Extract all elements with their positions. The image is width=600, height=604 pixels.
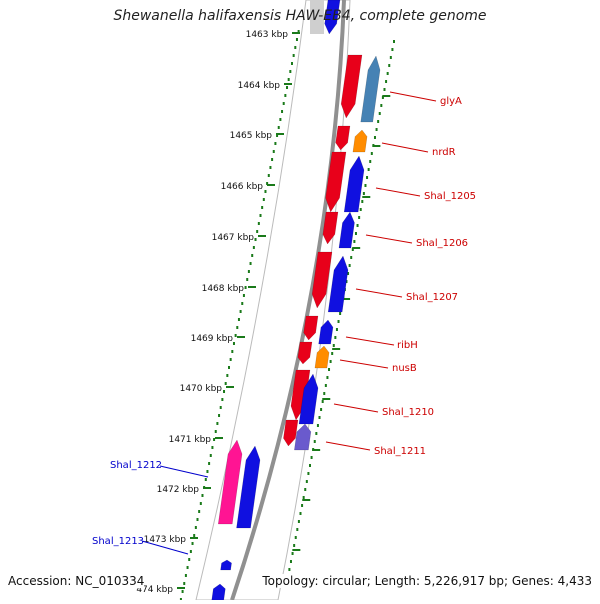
topology-summary: Topology: circular; Length: 5,226,917 bp… (262, 574, 592, 588)
gene-Shal_1207[interactable] (311, 251, 333, 309)
backbone-line (230, 0, 346, 601)
gene-label-nrdR[interactable]: nrdR (432, 147, 456, 158)
label-layer: glyA nrdR Shal_1205 Shal_1206 Shal_1207 ribH n… (92, 91, 476, 555)
gene-label-Shal_1212[interactable]: Shal_1212 (110, 460, 162, 471)
gene-Shal_1205[interactable] (325, 151, 347, 213)
gene-label-Shal_1210[interactable]: Shal_1210 (382, 407, 434, 418)
tick-label: 1466 kbp (221, 182, 264, 192)
tick-label: 1468 kbp (202, 284, 245, 294)
gene-Shal_1212-pair[interactable] (236, 445, 261, 529)
gene-label-Shal_1213[interactable]: Shal_1213 (92, 536, 144, 547)
gene-Shal_1205-pair[interactable] (343, 155, 365, 213)
tick-label: 1473 kbp (144, 535, 187, 545)
tick-label: 1469 kbp (191, 334, 234, 344)
tick-label: 1471 kbp (169, 435, 212, 445)
tick-label: 1465 kbp (230, 131, 273, 141)
tick-label: 1470 kbp (180, 384, 223, 394)
tick-label: 474 kbp (136, 585, 173, 595)
gene-layer (211, 0, 381, 601)
gene-Shal_1211-pair[interactable] (294, 423, 312, 451)
tick-label: 1463 kbp (246, 30, 289, 40)
gene-nusB-pair[interactable] (314, 345, 330, 369)
tick-layer: 1463 kbp 1464 kbp 1465 kbp 1466 kbp 1467 kbp… (136, 30, 395, 601)
gene-label-Shal_1205[interactable]: Shal_1205 (424, 191, 476, 202)
gene-label-nusB[interactable]: nusB (392, 363, 417, 374)
gene-label-ribH[interactable]: ribH (397, 340, 418, 351)
tick-label: 1467 kbp (212, 233, 255, 243)
gene-glyA[interactable] (340, 54, 363, 119)
accession-text: Accession: NC_010334 (8, 574, 145, 588)
gene-Shal_1211[interactable] (283, 419, 299, 447)
gene-nrdR[interactable] (335, 125, 351, 151)
gene-ribH-pair[interactable] (318, 319, 334, 345)
gene-Shal_1207-pair[interactable] (327, 255, 349, 313)
tick-label: 1472 kbp (157, 485, 200, 495)
tick-label: 1464 kbp (238, 81, 281, 91)
gene-label-Shal_1206[interactable]: Shal_1206 (416, 238, 468, 249)
gene-Shal_1213[interactable] (220, 559, 232, 571)
gene-Shal_1212[interactable] (217, 439, 243, 525)
gene-label-Shal_1211[interactable]: Shal_1211 (374, 446, 426, 457)
gene-glyA-pair[interactable] (360, 55, 381, 123)
gene-ribH[interactable] (303, 315, 319, 341)
gene-nrdR-pair[interactable] (352, 129, 368, 153)
gene-label-glyA[interactable]: glyA (440, 96, 462, 107)
gene-Shal_1206[interactable] (322, 211, 339, 245)
gene-reverse[interactable] (324, 0, 341, 35)
gene-nusB[interactable] (297, 341, 313, 365)
gene-label-Shal_1207[interactable]: Shal_1207 (406, 292, 458, 303)
gene-Shal_1210-pair[interactable] (298, 373, 319, 425)
gene-Shal_1210[interactable] (290, 369, 311, 421)
map-title: Shewanella halifaxensis HAW-EB4, complet… (113, 8, 487, 24)
gene-Shal_1206-pair[interactable] (338, 211, 355, 249)
